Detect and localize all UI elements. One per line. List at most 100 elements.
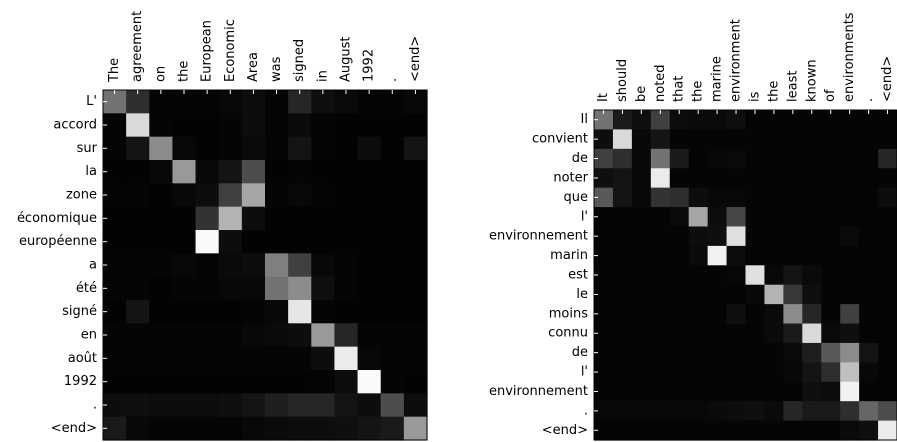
heatmap-cell xyxy=(149,183,174,208)
heatmap-cell xyxy=(669,148,690,169)
heatmap-cell xyxy=(380,113,405,138)
heatmap-cell xyxy=(612,420,633,441)
heatmap-cell xyxy=(745,381,766,402)
heatmap-cell xyxy=(764,420,784,441)
heatmap-cell xyxy=(241,183,266,208)
heatmap-cell xyxy=(669,129,690,150)
heatmap-cell xyxy=(594,401,614,422)
heatmap-cell xyxy=(802,207,822,228)
heatmap-cell xyxy=(688,362,709,383)
heatmap-cell xyxy=(241,416,266,441)
heatmap-cell xyxy=(707,401,728,422)
heatmap-cell xyxy=(688,110,709,131)
heatmap-cell xyxy=(688,401,709,422)
heatmap-cell xyxy=(594,304,614,325)
heatmap-cell xyxy=(783,245,803,266)
heatmap-cell xyxy=(357,370,382,394)
heatmap-cell xyxy=(334,276,359,301)
heatmap-cell xyxy=(403,393,428,418)
heatmap-cell xyxy=(195,416,220,441)
heatmap-cell xyxy=(265,416,289,441)
y-tick-label: que xyxy=(564,190,589,205)
heatmap-cell xyxy=(878,129,897,150)
heatmap-cell xyxy=(594,284,614,305)
x-tick-label: noted xyxy=(653,64,668,102)
heatmap-cell xyxy=(840,381,860,402)
y-tick-label: Il xyxy=(581,112,588,127)
heatmap-cell xyxy=(241,300,266,324)
heatmap-cell xyxy=(650,401,671,422)
y-tick-label: de xyxy=(572,345,588,360)
heatmap-cell xyxy=(172,276,197,301)
heatmap-cell xyxy=(840,226,860,247)
heatmap-cell xyxy=(218,90,243,114)
heatmap-cell xyxy=(783,168,803,189)
heatmap-cell xyxy=(669,401,690,422)
heatmap-cell xyxy=(669,284,690,305)
heatmap-cell xyxy=(195,160,220,184)
heatmap-cell xyxy=(265,300,289,324)
heatmap-cell xyxy=(334,416,359,441)
heatmap-cell xyxy=(403,323,428,348)
heatmap-cell xyxy=(265,136,289,161)
heatmap-cell xyxy=(878,148,897,169)
heatmap-cell xyxy=(380,253,405,278)
heatmap-cell xyxy=(764,245,784,266)
heatmap-cell xyxy=(631,304,652,325)
heatmap-cell xyxy=(594,226,614,247)
heatmap-cell xyxy=(631,420,652,441)
heatmap-cell xyxy=(802,245,822,266)
heatmap-cell xyxy=(688,284,709,305)
heatmap-cell xyxy=(103,90,127,114)
heatmap-cell xyxy=(650,381,671,402)
heatmap-cell xyxy=(802,284,822,305)
heatmap-cell xyxy=(612,342,633,363)
heatmap-cell xyxy=(669,245,690,266)
heatmap-cell xyxy=(380,393,405,418)
heatmap-cell xyxy=(594,342,614,363)
heatmap-cell xyxy=(707,284,728,305)
heatmap-cell xyxy=(840,284,860,305)
heatmap-cell xyxy=(821,265,841,286)
heatmap-cell xyxy=(688,226,709,247)
heatmap-cell xyxy=(783,323,803,344)
heatmap-cell xyxy=(631,265,652,286)
x-tick-label: known xyxy=(804,59,819,102)
heatmap-cell xyxy=(103,113,127,138)
heatmap-cell xyxy=(241,393,266,418)
heatmap-cell xyxy=(594,110,614,131)
heatmap-cell xyxy=(357,183,382,208)
heatmap-cell xyxy=(172,323,197,348)
heatmap-cell xyxy=(688,187,709,208)
heatmap-cell xyxy=(334,90,359,114)
heatmap-cell xyxy=(745,401,766,422)
heatmap-cell xyxy=(783,304,803,325)
heatmap-cell xyxy=(726,420,747,441)
heatmap-cell xyxy=(288,276,312,301)
x-tick-label: signed xyxy=(292,39,307,82)
heatmap-cell xyxy=(631,342,652,363)
heatmap-cell xyxy=(840,207,860,228)
x-tick-label: <end> xyxy=(408,36,423,82)
heatmap-cell xyxy=(840,110,860,131)
heatmap-cell xyxy=(612,207,633,228)
heatmap-cell xyxy=(218,323,243,348)
heatmap-cell xyxy=(241,230,266,254)
heatmap-cell xyxy=(745,110,766,131)
heatmap-cell xyxy=(103,253,127,278)
heatmap-cell xyxy=(669,110,690,131)
heatmap-cell xyxy=(821,304,841,325)
heatmap-cell xyxy=(840,401,860,422)
heatmap-cell xyxy=(631,245,652,266)
heatmap-cell xyxy=(840,323,860,344)
heatmap-cell xyxy=(650,207,671,228)
heatmap-cell xyxy=(612,304,633,325)
heatmap-cell xyxy=(311,416,336,441)
heatmap-cell xyxy=(594,323,614,344)
x-tick-label: Area xyxy=(246,52,261,82)
heatmap-cell xyxy=(403,276,428,301)
heatmap-cell xyxy=(878,284,897,305)
heatmap-cell xyxy=(707,187,728,208)
heatmap-cell xyxy=(172,393,197,418)
heatmap-cell xyxy=(745,148,766,169)
